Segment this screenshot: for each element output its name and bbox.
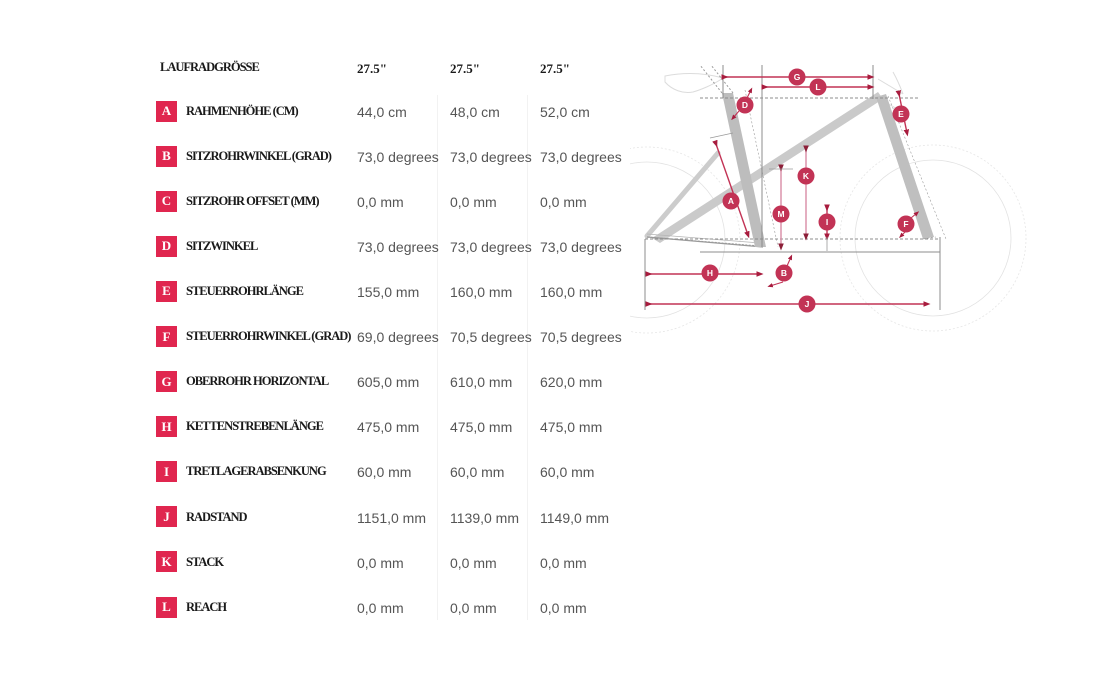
svg-text:L: L bbox=[815, 82, 820, 92]
svg-text:K: K bbox=[803, 171, 810, 181]
svg-text:B: B bbox=[781, 268, 787, 278]
svg-text:M: M bbox=[777, 209, 784, 219]
svg-text:J: J bbox=[805, 299, 810, 309]
svg-text:D: D bbox=[742, 100, 748, 110]
svg-text:E: E bbox=[898, 109, 904, 119]
svg-text:A: A bbox=[728, 196, 734, 206]
svg-text:I: I bbox=[826, 217, 828, 227]
svg-text:G: G bbox=[794, 72, 801, 82]
svg-text:F: F bbox=[903, 219, 908, 229]
svg-text:H: H bbox=[707, 268, 713, 278]
